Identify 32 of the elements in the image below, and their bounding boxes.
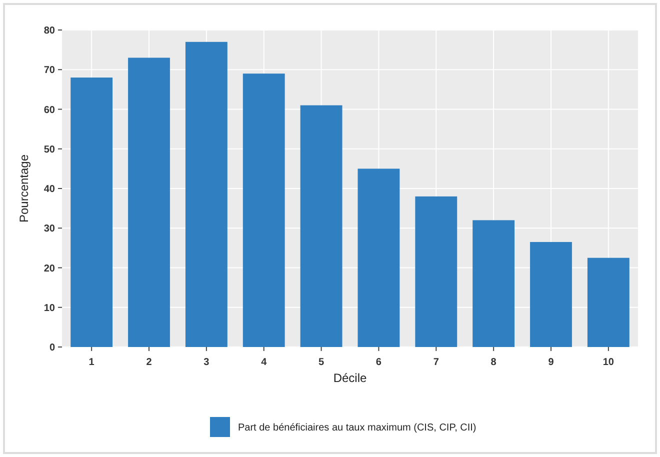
- bar: [472, 220, 515, 347]
- x-tick-label: 8: [490, 357, 497, 368]
- bar: [300, 105, 342, 347]
- y-tick-label: 50: [44, 144, 56, 156]
- x-tick-label: 6: [376, 357, 382, 368]
- y-axis-title: Pourcentage: [17, 154, 31, 223]
- bar: [358, 168, 400, 347]
- x-tick-label: 9: [548, 357, 554, 368]
- x-tick-label: 3: [204, 357, 210, 368]
- bar: [530, 242, 572, 347]
- bar: [587, 258, 630, 347]
- bar: [70, 78, 113, 347]
- bar: [128, 58, 170, 347]
- x-axis-title: Décile: [333, 371, 367, 385]
- bar: [415, 196, 458, 347]
- x-tick-label: 10: [602, 357, 614, 368]
- bar: [242, 74, 285, 347]
- y-tick-label: 20: [44, 263, 56, 274]
- y-tick-label: 30: [44, 224, 56, 235]
- x-tick-label: 5: [318, 357, 325, 368]
- x-tick-label: 7: [433, 357, 440, 368]
- y-tick-label: 80: [44, 26, 56, 36]
- x-tick-label: 1: [88, 357, 95, 368]
- y-tick-label: 60: [44, 104, 56, 116]
- x-tick-label: 2: [146, 357, 152, 368]
- legend-label: Part de bénéficiaires au taux maximum (CIS, CIP, CII): [238, 422, 476, 434]
- y-tick-label: 40: [44, 184, 56, 195]
- y-tick-label: 0: [49, 342, 56, 354]
- bar: [185, 42, 228, 347]
- x-tick-label: 4: [261, 357, 268, 368]
- y-tick-label: 70: [44, 65, 56, 76]
- y-tick-label: 10: [44, 302, 56, 314]
